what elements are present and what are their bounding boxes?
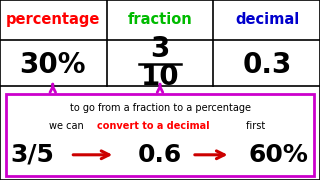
FancyBboxPatch shape [6, 94, 314, 176]
Text: percentage: percentage [6, 12, 100, 27]
Text: 60%: 60% [248, 143, 308, 167]
Text: 3: 3 [150, 35, 170, 63]
Text: 3/5: 3/5 [10, 143, 54, 167]
Text: 0.3: 0.3 [243, 51, 292, 79]
Text: convert to a decimal: convert to a decimal [0, 121, 113, 131]
Text: 10: 10 [141, 63, 179, 91]
Text: decimal: decimal [235, 12, 299, 27]
Text: fraction: fraction [128, 12, 192, 27]
Text: to go from a fraction to a percentage: to go from a fraction to a percentage [69, 103, 251, 113]
Text: convert to a decimal: convert to a decimal [97, 121, 210, 131]
Text: we can: we can [49, 121, 86, 131]
Text: 30%: 30% [20, 51, 86, 79]
Text: 0.6: 0.6 [138, 143, 182, 167]
Text: we can: we can [0, 121, 38, 131]
Text: we can convert to a decimal first: we can convert to a decimal first [80, 121, 240, 131]
Text: first: first [0, 121, 22, 131]
Text: first: first [243, 121, 265, 131]
